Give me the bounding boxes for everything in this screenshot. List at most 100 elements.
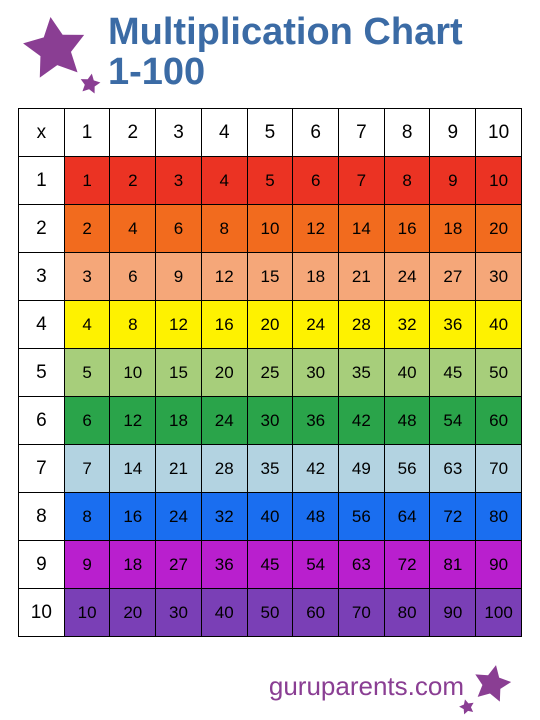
table-cell: 21	[156, 445, 202, 493]
title-line1: Multiplication Chart	[108, 11, 463, 53]
table-cell: 20	[476, 205, 522, 253]
table-cell: 18	[293, 253, 339, 301]
table-cell: 54	[430, 397, 476, 445]
row-header: 9	[19, 541, 65, 589]
table-cell: 21	[339, 253, 385, 301]
table-cell: 32	[384, 301, 430, 349]
col-header: 10	[476, 109, 522, 157]
table-cell: 27	[430, 253, 476, 301]
row-header: 1	[19, 157, 65, 205]
table-cell: 6	[64, 397, 110, 445]
table-cell: 36	[201, 541, 247, 589]
table-cell: 90	[430, 589, 476, 637]
table-cell: 81	[430, 541, 476, 589]
col-header: 5	[247, 109, 293, 157]
table-cell: 3	[64, 253, 110, 301]
table-cell: 35	[339, 349, 385, 397]
table-cell: 40	[247, 493, 293, 541]
table-cell: 16	[110, 493, 156, 541]
table-cell: 25	[247, 349, 293, 397]
table-cell: 50	[476, 349, 522, 397]
table-cell: 45	[247, 541, 293, 589]
table-cell: 18	[110, 541, 156, 589]
table-cell: 30	[156, 589, 202, 637]
table-cell: 2	[64, 205, 110, 253]
table-cell: 14	[339, 205, 385, 253]
title-line2: 1-100	[108, 51, 205, 93]
table-cell: 48	[384, 397, 430, 445]
row-header: 7	[19, 445, 65, 493]
table-cell: 8	[384, 157, 430, 205]
table-cell: 8	[64, 493, 110, 541]
table-cell: 54	[293, 541, 339, 589]
table-cell: 5	[64, 349, 110, 397]
table-cell: 50	[247, 589, 293, 637]
table-cell: 8	[201, 205, 247, 253]
table-cell: 12	[293, 205, 339, 253]
table-cell: 80	[476, 493, 522, 541]
table-cell: 20	[201, 349, 247, 397]
table-cell: 7	[64, 445, 110, 493]
table-cell: 12	[201, 253, 247, 301]
col-header: 4	[201, 109, 247, 157]
table-cell: 35	[247, 445, 293, 493]
row-header: 4	[19, 301, 65, 349]
table-cell: 36	[293, 397, 339, 445]
table-cell: 90	[476, 541, 522, 589]
star-icon	[458, 698, 476, 716]
table-cell: 18	[156, 397, 202, 445]
table-cell: 100	[476, 589, 522, 637]
table-cell: 15	[156, 349, 202, 397]
table-cell: 10	[247, 205, 293, 253]
multiplication-table: x123456789101123456789102246810121416182…	[18, 108, 522, 637]
table-cell: 9	[430, 157, 476, 205]
table-cell: 60	[293, 589, 339, 637]
table-cell: 63	[430, 445, 476, 493]
table-cell: 9	[64, 541, 110, 589]
table-cell: 16	[201, 301, 247, 349]
table-cell: 16	[384, 205, 430, 253]
table-cell: 20	[247, 301, 293, 349]
star-logo	[18, 12, 100, 94]
table-cell: 48	[293, 493, 339, 541]
table-cell: 12	[156, 301, 202, 349]
col-header: 6	[293, 109, 339, 157]
table-cell: 3	[156, 157, 202, 205]
table-cell: 70	[476, 445, 522, 493]
table-cell: 1	[64, 157, 110, 205]
table-cell: 24	[384, 253, 430, 301]
table-cell: 72	[384, 541, 430, 589]
table-cell: 42	[293, 445, 339, 493]
table-cell: 30	[247, 397, 293, 445]
table-cell: 10	[64, 589, 110, 637]
table-cell: 45	[430, 349, 476, 397]
table-cell: 30	[476, 253, 522, 301]
star-icon	[470, 662, 514, 706]
table-cell: 40	[476, 301, 522, 349]
table-cell: 72	[430, 493, 476, 541]
table-cell: 10	[110, 349, 156, 397]
table-cell: 40	[384, 349, 430, 397]
row-header: 5	[19, 349, 65, 397]
footer-text: guruparents.com	[269, 671, 464, 702]
row-header: 6	[19, 397, 65, 445]
table-cell: 49	[339, 445, 385, 493]
table-cell: 4	[110, 205, 156, 253]
table-cell: 56	[339, 493, 385, 541]
table-cell: 5	[247, 157, 293, 205]
row-header: 3	[19, 253, 65, 301]
star-icon	[78, 72, 102, 96]
table-cell: 36	[430, 301, 476, 349]
table-cell: 12	[110, 397, 156, 445]
table-cell: 28	[201, 445, 247, 493]
table-cell: 6	[293, 157, 339, 205]
col-header: 3	[156, 109, 202, 157]
col-header: 9	[430, 109, 476, 157]
table-cell: 6	[156, 205, 202, 253]
table-cell: 42	[339, 397, 385, 445]
table-cell: 4	[64, 301, 110, 349]
table-cell: 40	[201, 589, 247, 637]
table-corner: x	[19, 109, 65, 157]
table-cell: 20	[110, 589, 156, 637]
table-cell: 8	[110, 301, 156, 349]
